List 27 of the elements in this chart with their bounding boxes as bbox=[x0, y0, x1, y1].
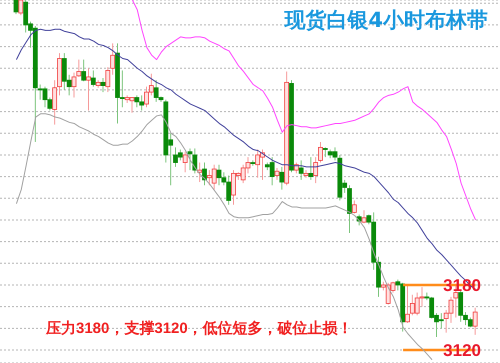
candlestick bbox=[405, 284, 410, 324]
candlestick bbox=[105, 66, 110, 93]
candlestick bbox=[52, 80, 58, 126]
candlestick bbox=[182, 151, 188, 173]
candlestick bbox=[362, 210, 366, 224]
candlestick bbox=[76, 59, 82, 78]
candlestick bbox=[72, 72, 76, 98]
candlestick bbox=[18, 0, 24, 16]
candlestick bbox=[274, 167, 280, 180]
candlestick bbox=[322, 146, 328, 158]
candlestick bbox=[81, 59, 86, 82]
candlestick bbox=[86, 68, 91, 112]
candlestick bbox=[202, 162, 207, 186]
candlestick bbox=[472, 307, 478, 336]
candlestick bbox=[110, 42, 116, 76]
candlestick bbox=[352, 200, 357, 214]
candlestick bbox=[308, 156, 314, 180]
candlestick bbox=[188, 148, 192, 171]
candlestick bbox=[14, 0, 18, 15]
candlestick bbox=[298, 160, 304, 180]
annotation: 压力3180，支撑3120，低位短多，破位止损！ bbox=[46, 319, 353, 338]
candlestick bbox=[318, 141, 323, 164]
candlestick bbox=[100, 78, 106, 93]
line-series bbox=[16, 113, 433, 360]
chart-title: 现货白银4小时布林带 bbox=[284, 7, 488, 34]
candlestick bbox=[90, 70, 96, 88]
candlestick bbox=[279, 166, 284, 190]
